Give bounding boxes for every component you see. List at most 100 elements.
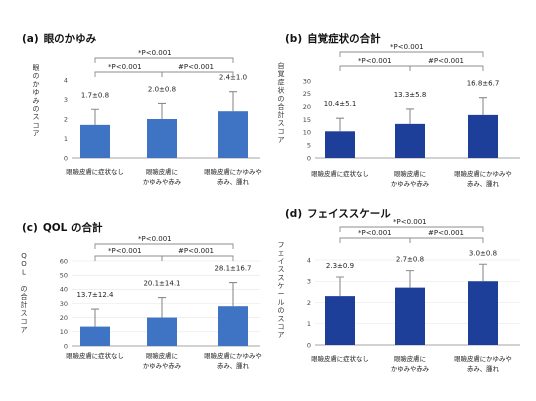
panel-title: (a) 眼のかゆみ [22,33,97,45]
data-label: 28.1±16.7 [214,265,251,273]
panel-title: (b) 自覚症状の合計 [285,32,381,45]
significance-label: *P<0.001 [108,63,142,71]
bar [395,287,425,345]
y-tick-label: 25 [303,90,311,98]
bar [218,111,248,158]
panel-title-text: フェイススケール [307,208,391,220]
data-label: 2.4±1.0 [219,74,247,82]
data-label: 2.7±0.8 [396,256,424,264]
significance-label: *P<0.001 [358,57,392,65]
panel-title: (d) フェイススケール [285,208,391,220]
significance-label: #P<0.001 [428,57,464,65]
significance-bracket [409,237,484,243]
significance-label: #P<0.001 [178,63,214,71]
significance-bracket [94,71,163,77]
data-label: 1.7±0.8 [81,91,109,99]
y-tick-label: 15 [303,116,311,124]
panel-letter: (b) [285,33,302,45]
error-bar [229,91,237,112]
panel-letter: (a) [22,33,39,45]
error-bar [406,108,414,124]
y-axis-label: 眼のかゆみのスコア [33,64,40,138]
bar [468,281,498,345]
bar [325,296,355,345]
category-label: 眼瞼皮膚にかゆみや赤み、腫れ [204,351,262,370]
significance-bracket [161,255,234,261]
bar [147,119,177,158]
y-tick-label: 10 [303,129,311,137]
bar [218,306,248,346]
significance-label: *P<0.001 [393,218,427,226]
significance-label: *P<0.001 [358,229,392,237]
y-tick-label: 3 [64,96,68,104]
panel-title-text: 眼のかゆみ [44,33,97,45]
error-bar [479,97,487,115]
bar [80,124,110,158]
y-axis-label: フェイススケールのスコア [278,241,285,339]
data-label: 20.1±14.1 [143,280,180,288]
category-label: 眼瞼皮膚にかゆみや赤み [391,354,430,373]
category-label: 眼瞼皮膚にかゆみや赤み、腫れ [454,354,512,373]
significance-label: #P<0.001 [178,247,214,255]
significance-bracket [94,243,234,249]
bar [325,131,355,158]
category-label: 眼瞼皮膚にかゆみや赤み [391,169,430,188]
data-label: 10.4±5.1 [324,100,357,108]
y-tick-label: 4 [307,256,311,264]
significance-bracket [161,71,234,77]
y-tick-label: 5 [307,141,311,149]
panel-letter: (d) [285,208,302,220]
category-label: 眼瞼皮膚に症状なし [66,351,124,360]
panel-title-text: QOL の合計 [43,221,103,234]
y-tick-label: 3 [307,278,311,286]
bar [80,326,110,346]
category-label: 眼瞼皮膚に症状なし [311,169,369,178]
y-tick-label: 20 [303,103,311,111]
significance-label: *P<0.001 [138,49,172,57]
significance-bracket [409,65,484,71]
y-tick-label: 30 [303,77,311,85]
significance-label: *P<0.001 [108,247,142,255]
y-tick-label: 50 [60,271,68,279]
error-bar [229,281,237,307]
category-label: 眼瞼皮膚に症状なし [311,354,369,363]
y-tick-label: 0 [307,154,311,162]
y-axis-label: 自覚症状の合計スコア [278,61,285,144]
y-tick-label: 10 [60,328,68,336]
panel-title: (c) QOL の合計 [22,221,103,234]
error-bar [91,308,99,327]
y-tick-label: 4 [64,76,68,84]
y-tick-label: 60 [60,257,68,265]
error-bar [336,276,344,297]
y-tick-label: 20 [60,314,68,322]
error-bar [158,102,166,119]
y-tick-label: 30 [60,300,68,308]
error-bar [158,297,166,318]
bar [147,317,177,346]
data-label: 13.7±12.4 [76,291,114,299]
category-label: 眼瞼皮膚にかゆみや赤み [143,351,182,370]
error-bar [336,117,344,132]
data-label: 16.8±6.7 [467,80,500,88]
panel-letter: (c) [22,222,38,234]
data-label: 13.3±5.8 [394,91,427,99]
significance-label: *P<0.001 [390,43,424,51]
panel-title-text: 自覚症状の合計 [307,32,381,45]
error-bar [479,263,487,282]
significance-bracket [94,255,163,261]
category-label: 眼瞼皮膚にかゆみや赤み、腫れ [204,167,262,186]
chart-panel-c: (c) QOL の合計 Q O L の合計スコア 0 10 20 30 40 50 60 13.7±12… [21,221,262,370]
y-tick-label: 0 [307,341,311,349]
error-bar [406,270,414,288]
error-bar [91,108,99,125]
y-tick-label: 0 [64,342,68,350]
category-label: 眼瞼皮膚にかゆみや赤み [143,167,182,186]
significance-bracket [339,226,484,232]
y-tick-label: 0 [64,154,68,162]
data-label: 2.3±0.9 [326,262,354,270]
category-label: 眼瞼皮膚に症状なし [66,167,124,176]
